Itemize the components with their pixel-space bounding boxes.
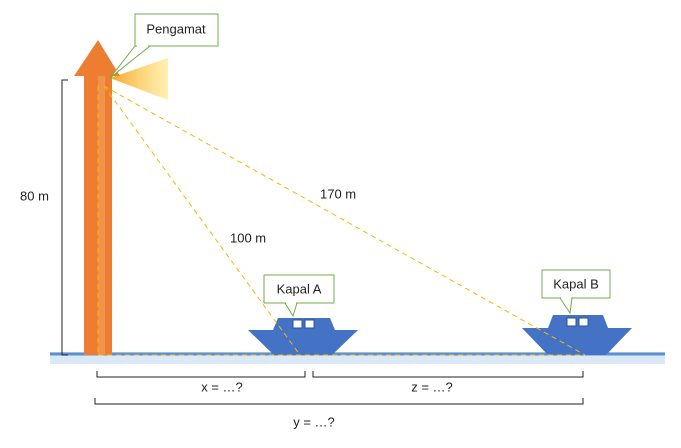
ship-b-label: Kapal B: [553, 276, 599, 291]
observer-callout: Pengamat: [109, 13, 219, 79]
ship-a-label: Kapal A: [277, 281, 322, 296]
line-to-ship-a: [103, 85, 301, 356]
distance-b-label: 170 m: [320, 186, 356, 201]
z-bracket: [312, 371, 584, 378]
lighthouse: [74, 40, 120, 355]
height-label: 80 m: [20, 188, 49, 203]
z-label: z = …?: [411, 379, 453, 394]
x-bracket: [96, 371, 306, 378]
observer-label: Pengamat: [146, 21, 206, 36]
ship-a-callout: Kapal A: [263, 274, 335, 318]
ship-b-callout: Kapal B: [541, 269, 611, 315]
line-to-ship-b: [103, 85, 586, 356]
x-label: x = …?: [201, 379, 243, 394]
ship-b: [522, 315, 632, 355]
y-bracket: [94, 398, 584, 405]
y-label: y = …?: [293, 414, 335, 429]
distance-a-label: 100 m: [230, 230, 266, 245]
light-beam: [110, 58, 168, 100]
ship-a: [248, 318, 358, 355]
height-bracket: [61, 79, 68, 356]
lighthouse-shade: [98, 76, 105, 355]
